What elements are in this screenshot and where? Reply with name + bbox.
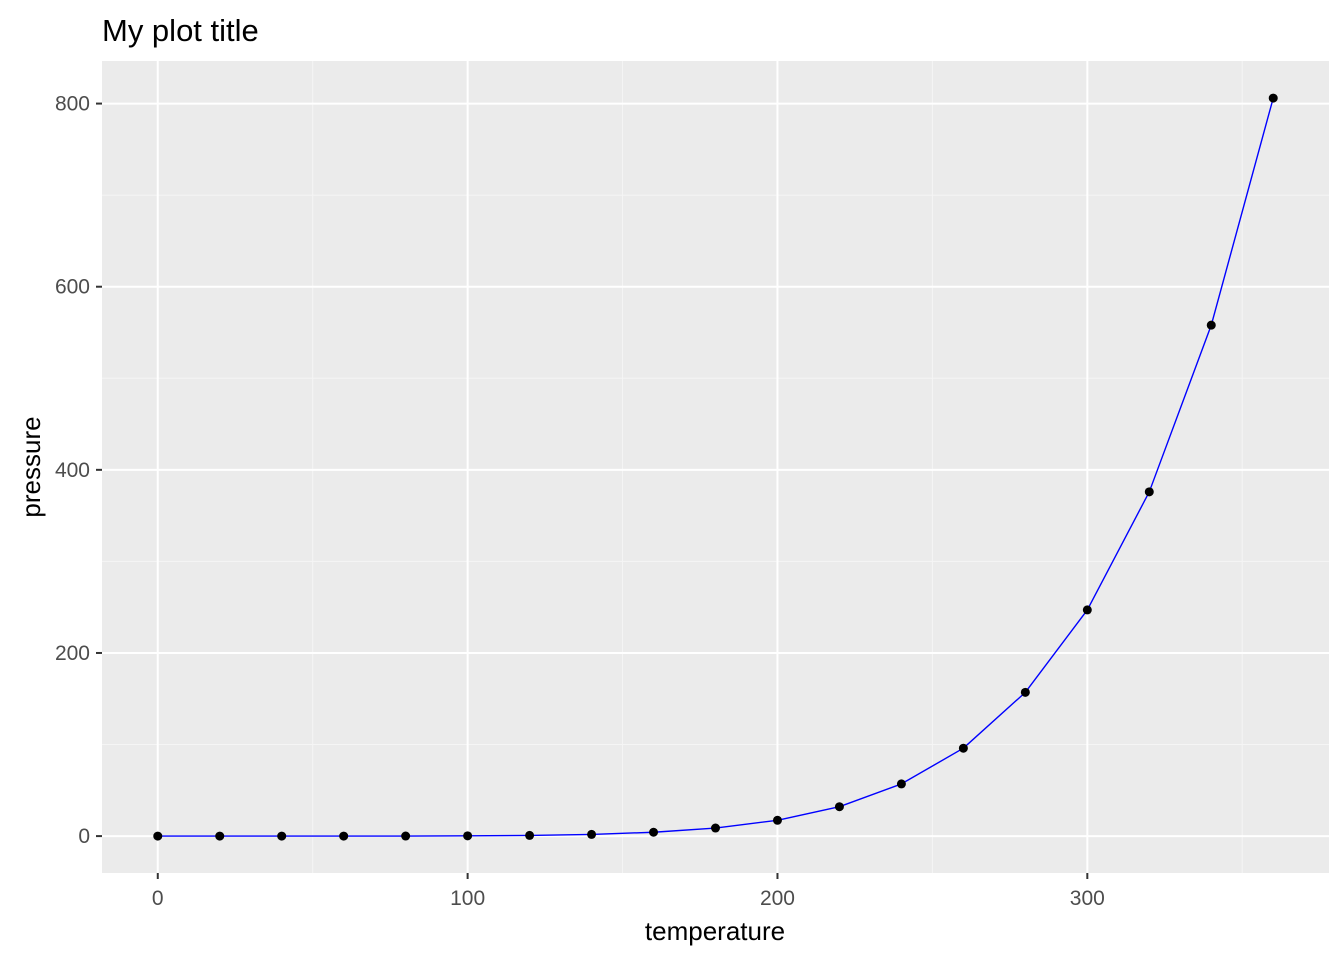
plot-panel [102,61,1329,873]
data-point [711,823,720,833]
data-point [834,802,844,812]
y-tick-label: 200 [55,642,90,665]
data-point [1144,487,1154,497]
y-tick-label: 0 [78,825,90,848]
data-point [153,831,163,841]
data-point [277,831,287,841]
data-point [1206,320,1216,330]
data-point [401,831,411,841]
data-point [1268,93,1278,103]
x-axis-label: temperature [645,916,785,946]
series-layer [153,93,1278,841]
data-point [958,743,968,753]
data-point [463,831,473,841]
x-axis: 0 100 200 300 [152,873,1105,910]
data-point [587,829,597,839]
data-point [896,779,906,789]
y-axis-label: pressure [16,416,46,517]
y-tick-label: 400 [55,459,90,482]
major-gridlines [102,61,1329,873]
data-point [772,815,782,825]
y-tick-label: 800 [55,93,90,116]
data-point [1020,687,1030,697]
y-axis: 0 200 400 600 800 [55,93,102,848]
y-tick-label: 600 [55,276,90,299]
data-point [339,831,349,841]
data-point [649,827,659,837]
data-point [525,830,535,840]
x-tick-label: 200 [760,887,795,910]
x-tick-label: 300 [1070,887,1105,910]
x-tick-label: 0 [152,887,164,910]
data-point [1082,605,1092,615]
minor-gridlines [102,61,1329,873]
chart-title: My plot title [102,13,259,48]
data-point [215,831,225,841]
x-tick-label: 100 [450,887,485,910]
